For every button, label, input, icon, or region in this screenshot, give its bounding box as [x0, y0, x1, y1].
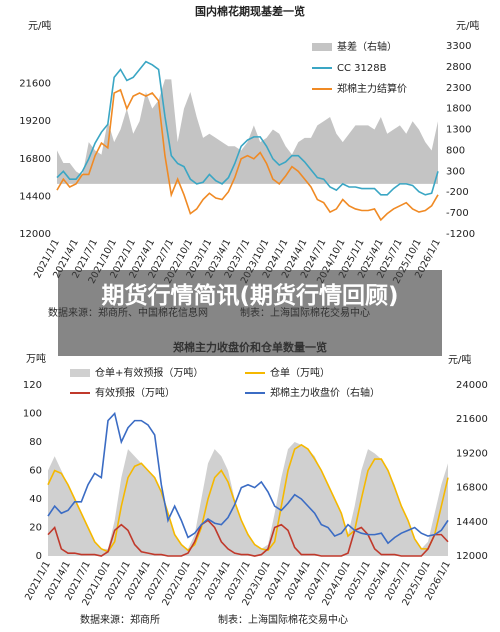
y-tick-label: 80	[29, 437, 42, 448]
line-series	[47, 519, 449, 557]
overlay-title: 期货行情简讯(期货行情回顾)	[58, 270, 442, 356]
legend-label: 郑棉主力收盘价（右轴）	[270, 386, 380, 399]
y2-tick-label: 800	[446, 145, 465, 156]
legend-label: 郑棉主力结算价	[337, 82, 407, 95]
y-tick-label: 16800	[19, 154, 51, 165]
y-tick-label: 0	[36, 551, 42, 562]
legend-label: 仓单（万吨）	[270, 366, 330, 379]
chart-title: 国内棉花期现基差一览	[195, 4, 305, 18]
legend-label: 有效预报（万吨）	[95, 386, 175, 399]
y2-tick-label: 1800	[446, 104, 471, 115]
y-tick-label: 21600	[19, 79, 51, 90]
y-tick-label: 12000	[19, 229, 51, 240]
line-series	[47, 411, 449, 545]
y2-axis-label: 元/吨	[448, 353, 471, 366]
y2-tick-label: -700	[446, 208, 469, 219]
legend-swatch	[70, 369, 90, 377]
y2-tick-label: 19200	[456, 448, 488, 459]
line-series	[47, 443, 449, 553]
legend-label: 基差（右轴）	[337, 40, 397, 53]
y-tick-label: 120	[23, 380, 42, 391]
legend-label: 仓单+有效预报（万吨）	[95, 366, 203, 379]
area-series	[57, 79, 438, 184]
y-tick-label: 20	[29, 523, 42, 534]
y2-tick-label: 24000	[456, 380, 488, 391]
y2-tick-label: 16800	[456, 483, 488, 494]
y2-tick-label: 14400	[456, 517, 488, 528]
y-tick-label: 19200	[19, 116, 51, 127]
line-series	[56, 88, 439, 222]
y-axis-label: 元/吨	[28, 19, 51, 32]
y-axis-label: 万吨	[26, 352, 46, 365]
y2-tick-label: 3300	[446, 41, 471, 52]
y2-tick-label: -200	[446, 187, 469, 198]
area-series	[48, 442, 448, 556]
y2-tick-label: 1300	[446, 125, 471, 136]
y2-tick-label: 300	[446, 166, 465, 177]
legend-swatch	[312, 43, 332, 51]
y2-axis-label: 元/吨	[456, 19, 479, 32]
credit-note: 制表：上海国际棉花交易中心	[218, 613, 348, 626]
y2-tick-label: 2300	[446, 83, 471, 94]
y2-tick-label: 2800	[446, 62, 471, 73]
y2-tick-label: -1200	[446, 229, 475, 240]
y-tick-label: 40	[29, 494, 42, 505]
source-note: 数据来源：郑商所	[80, 613, 160, 626]
y-tick-label: 60	[29, 466, 42, 477]
y-tick-label: 14400	[19, 191, 51, 202]
line-series	[56, 60, 439, 196]
y2-tick-label: 12000	[456, 551, 488, 562]
y2-tick-label: 21600	[456, 414, 488, 425]
legend-label: CC 3128B	[337, 63, 387, 74]
y-tick-label: 100	[23, 409, 42, 420]
